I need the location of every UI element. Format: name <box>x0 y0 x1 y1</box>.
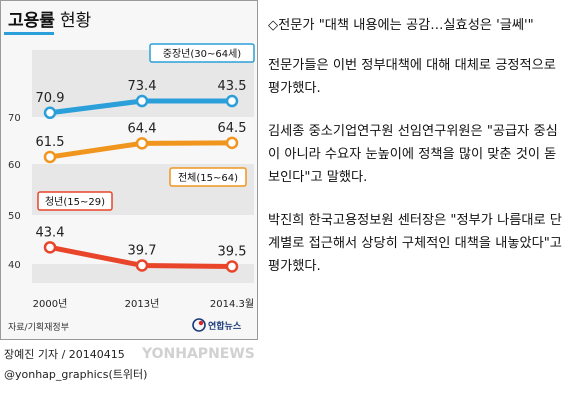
yonhap-watermark: YONHAPNEWS <box>141 346 255 362</box>
title-underline <box>4 32 54 35</box>
legend-label-total: 전체(15~64) <box>178 172 238 184</box>
y-axis-ticks: 40 50 60 70 <box>8 113 21 271</box>
data-label: 73.4 <box>128 79 157 94</box>
x-tick-label: 2013년 <box>125 298 160 310</box>
data-label: 64.5 <box>218 121 247 136</box>
chart-title: 고용률 <box>8 11 55 31</box>
y-tick-label: 40 <box>8 260 21 271</box>
x-tick-label: 2000년 <box>33 298 68 310</box>
article-paragraph-1: 전문가들은 이번 정부대책에 대해 대체로 긍정적으로 평가했다. <box>268 58 556 96</box>
y-tick-label: 50 <box>8 211 21 222</box>
legend-label-middle-aged: 중장년(30~64세) <box>163 48 242 60</box>
credit-handle: @yonhap_graphics(트위터) <box>4 368 147 381</box>
line-chart: 고용률 현황 40 50 60 70 70.9 73.4 43.5 61.5 64.4 64.5… <box>0 0 258 381</box>
article-paragraph-3: 박진희 한국고용정보원 센터장은 "정부가 나름대로 단계별로 접근해서 상당히… <box>268 213 562 274</box>
data-label: 43.5 <box>218 79 247 94</box>
chart-title-suffix: 현황 <box>60 11 91 31</box>
data-point <box>43 241 57 254</box>
source-note: 자료/기획재정부 <box>8 321 69 333</box>
legend-label-youth: 청년(15~29) <box>45 196 105 208</box>
data-point <box>225 260 239 273</box>
yonhap-logo-icon <box>192 318 206 332</box>
data-point <box>43 106 57 120</box>
legend-tag-youth: 청년(15~29) <box>37 191 113 211</box>
data-point <box>135 259 149 272</box>
yonhap-logo: 연합뉴스 <box>192 318 242 332</box>
article-text: ◇전문가 "대책 내용에는 공감…실효성은 '글쎄'" 전문가들은 이번 정부대… <box>268 14 568 298</box>
legend-tag-middle-aged: 중장년(30~64세) <box>149 43 255 63</box>
y-tick-label: 70 <box>8 113 21 124</box>
data-label: 39.7 <box>128 243 157 258</box>
x-tick-label: 2014.3월 <box>210 298 254 310</box>
data-point <box>135 94 149 108</box>
data-labels: 70.9 73.4 43.5 61.5 64.4 64.5 43.4 39.7 39.5 <box>36 79 247 259</box>
data-label: 39.5 <box>218 244 247 259</box>
article-paragraph-2: 김세종 중소기업연구원 선임연구위원은 "공급자 중심이 아니라 수요자 눈높이… <box>268 124 558 185</box>
credit-reporter: 장예진 기자 / 20140415 <box>4 348 125 361</box>
article-headline: ◇전문가 "대책 내용에는 공감…실효성은 '글쎄'" <box>268 18 534 33</box>
data-point <box>225 94 239 108</box>
employment-rate-infographic: 고용률 현황 40 50 60 70 70.9 73.4 43.5 61.5 64.4 64.5… <box>0 0 258 406</box>
data-point <box>225 136 239 150</box>
legend-tag-total: 전체(15~64) <box>169 167 247 187</box>
data-point <box>43 150 57 164</box>
data-point <box>135 137 149 150</box>
data-label: 70.9 <box>36 91 65 106</box>
brand-name: 연합뉴스 <box>208 320 242 332</box>
y-tick-label: 60 <box>8 160 21 171</box>
data-label: 61.5 <box>36 135 65 150</box>
series-points <box>43 94 239 273</box>
data-label: 43.4 <box>36 225 65 240</box>
x-axis-ticks: 2000년 2013년 2014.3월 <box>33 298 254 310</box>
data-label: 64.4 <box>128 121 157 136</box>
grid-band <box>32 264 254 283</box>
